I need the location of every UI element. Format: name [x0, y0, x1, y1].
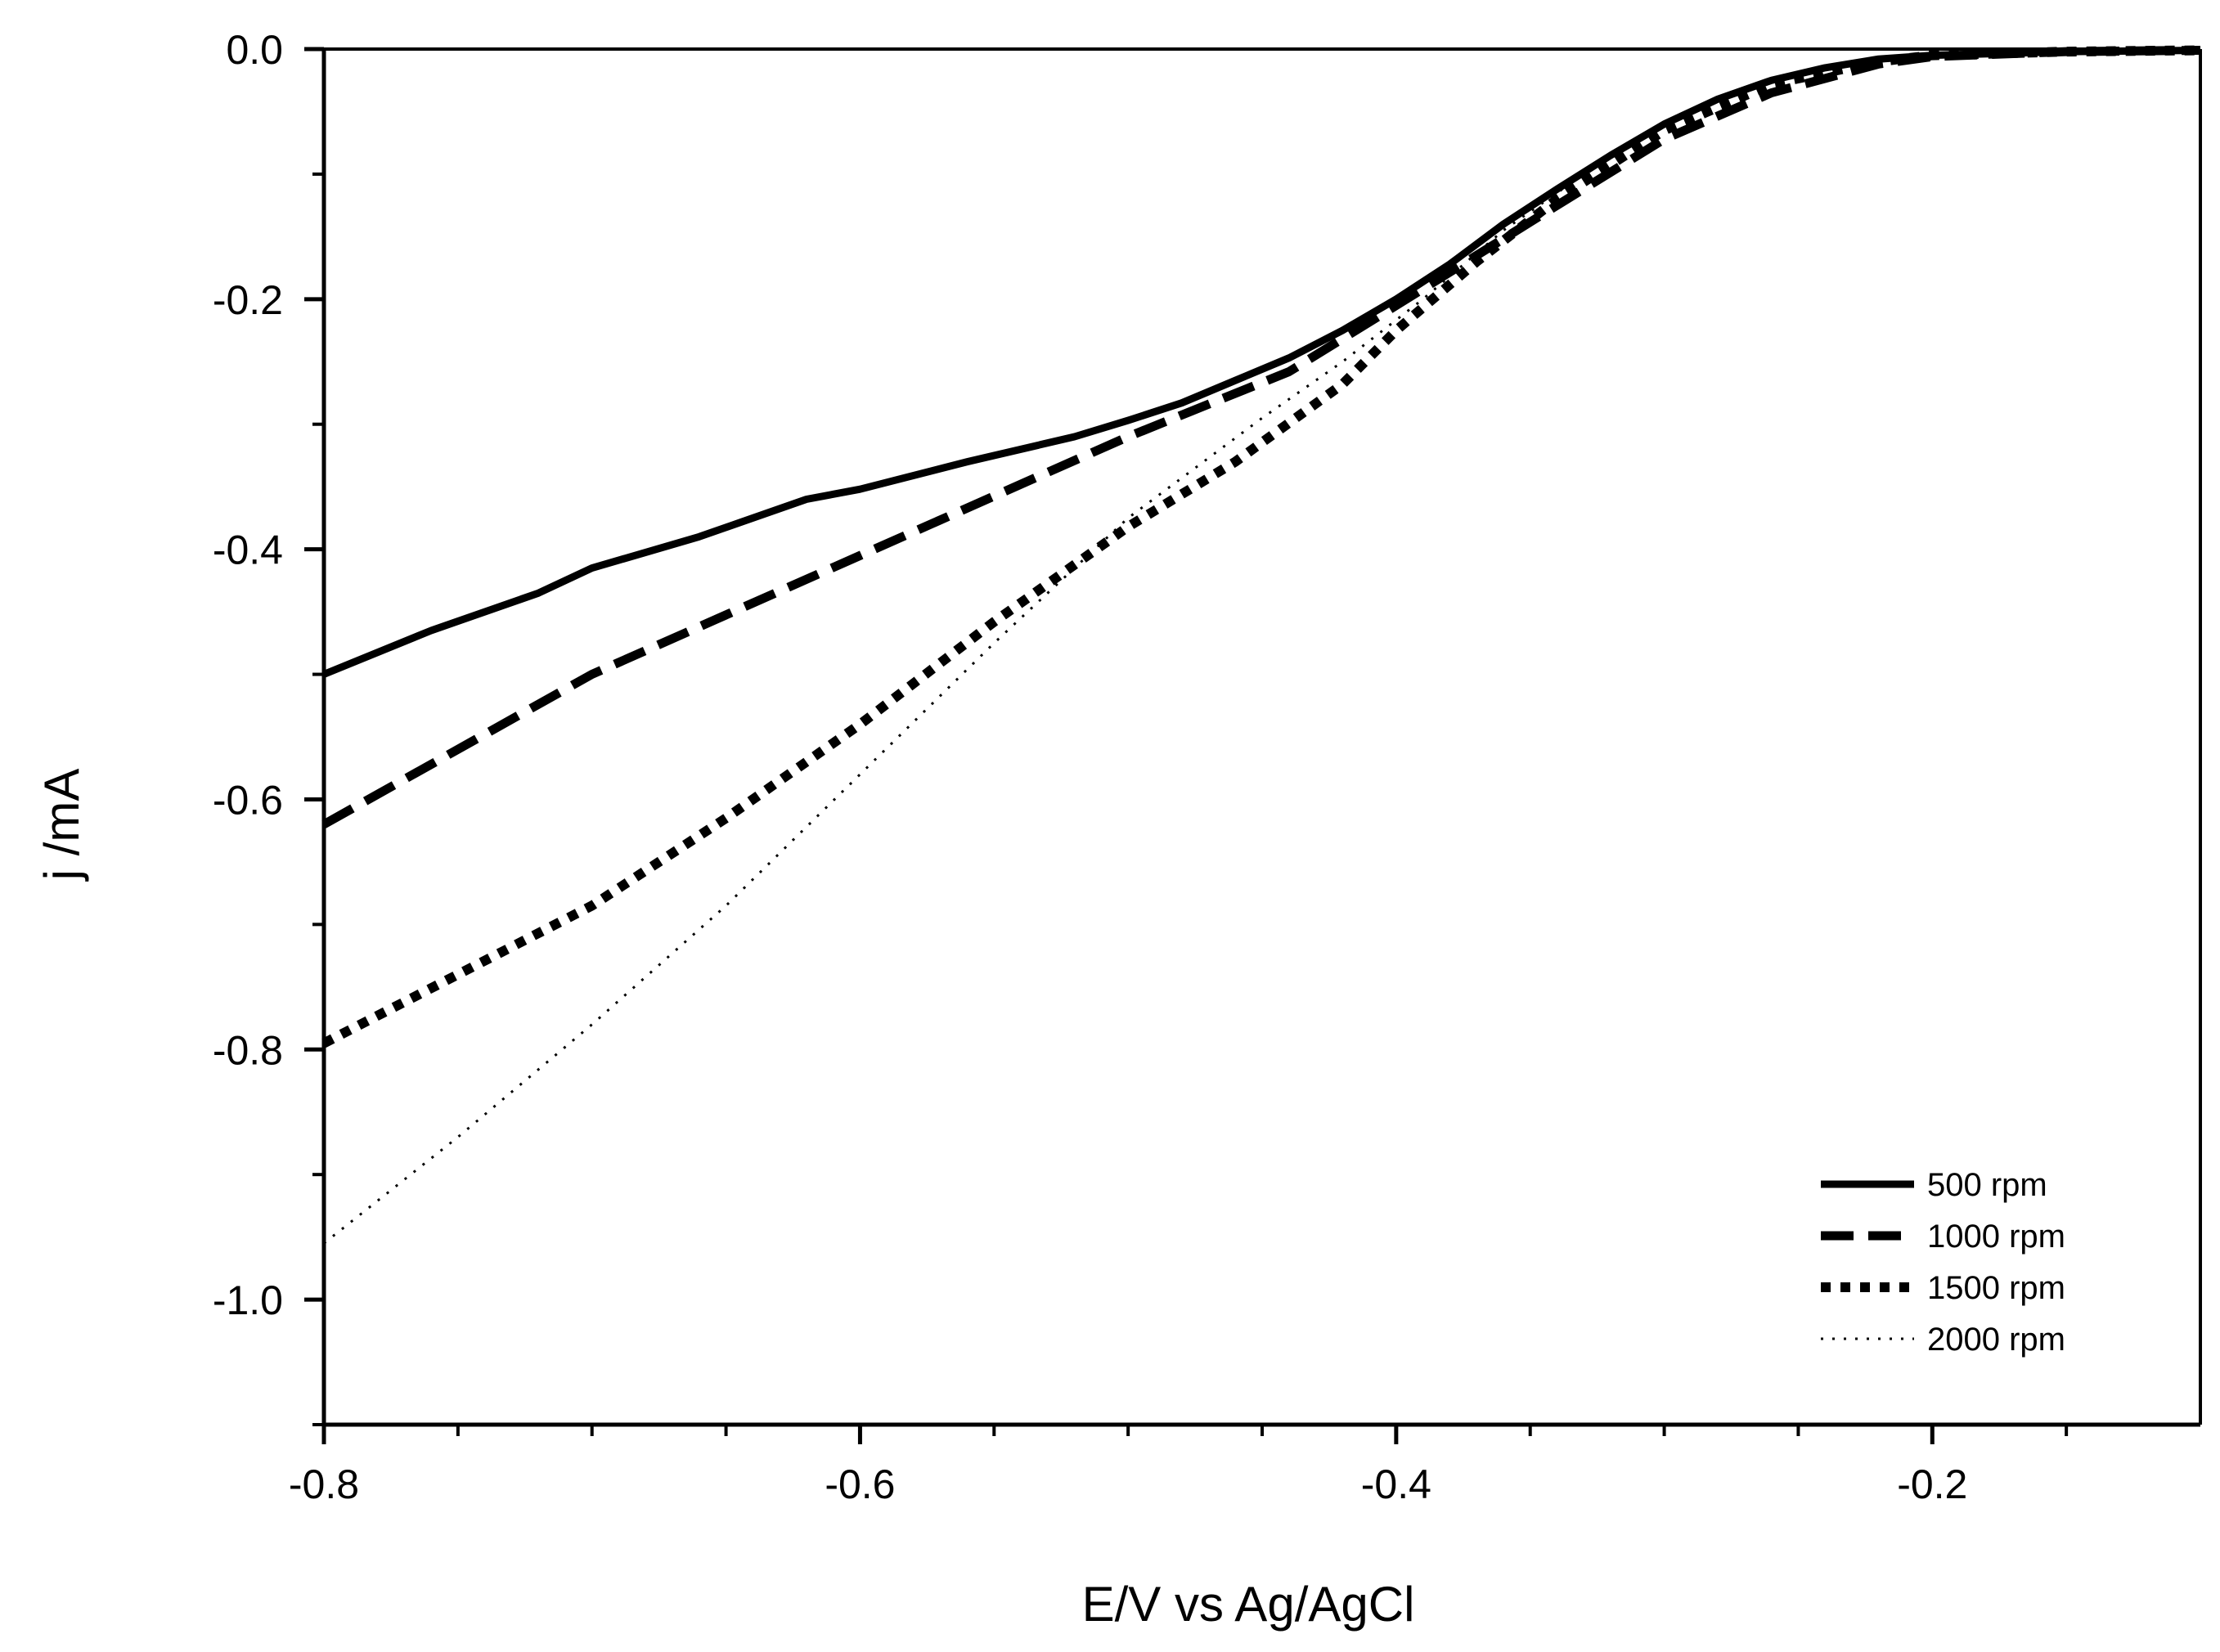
legend-label-2000-rpm: 2000 rpm [1927, 1322, 2065, 1358]
x-axis: -0.8 -0.6 -0.4 -0.2 [289, 1425, 2069, 1507]
series-line-1500-rpm [321, 45, 2201, 1048]
series-line-2000-rpm [323, 49, 2201, 1245]
y-axis: 0.0 -0.2 -0.4 -0.6 -0.8 -1.0 [213, 27, 324, 1426]
y-axis-title: j /mA [34, 769, 89, 882]
y-tick-label: -1.0 [213, 1277, 283, 1323]
legend-label-1000-rpm: 1000 rpm [1927, 1219, 2065, 1255]
x-axis-title: E/V vs Ag/AgCl [1082, 1577, 1415, 1632]
y-axis-label: j /mA [34, 769, 89, 882]
y-tick-label: -0.2 [213, 277, 283, 323]
x-tick-label: -0.6 [825, 1461, 895, 1507]
x-tick-label: -0.8 [289, 1461, 359, 1507]
series-line-1000-rpm [321, 46, 2201, 828]
plot-frame [321, 47, 2202, 1427]
x-tick-label: -0.4 [1361, 1461, 1431, 1507]
x-axis-label: E/V vs Ag/AgCl [1082, 1577, 1415, 1632]
legend-label-500-rpm: 500 rpm [1927, 1167, 2047, 1203]
x-tick-label: -0.2 [1897, 1461, 1967, 1507]
legend: 500 rpm 1000 rpm 1500 rpm 2000 rpm [1821, 1167, 2065, 1358]
series-line-500-rpm [322, 47, 2201, 678]
y-tick-label: -0.4 [213, 527, 283, 573]
y-tick-label: -0.6 [213, 777, 283, 823]
legend-label-1500-rpm: 1500 rpm [1927, 1270, 2065, 1306]
y-tick-label: 0.0 [226, 27, 283, 73]
series-layer [321, 45, 2201, 1245]
y-tick-label: -0.8 [213, 1027, 283, 1073]
